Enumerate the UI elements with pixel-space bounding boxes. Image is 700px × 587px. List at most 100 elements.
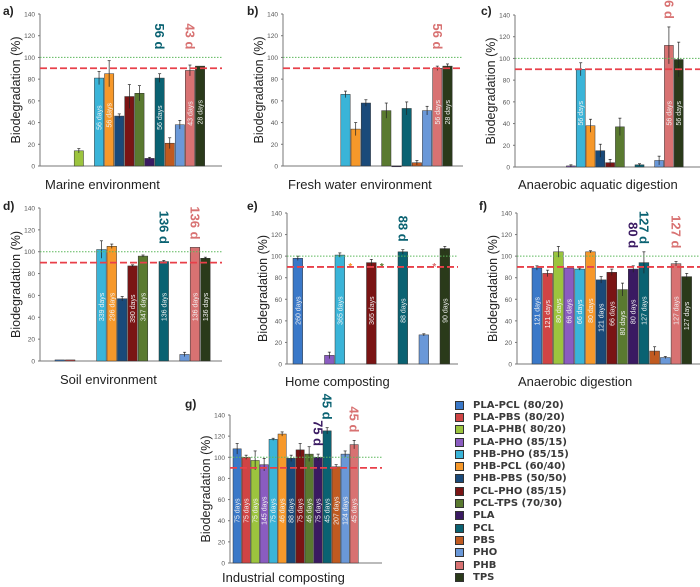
y-tick-label: 60 — [271, 98, 279, 105]
legend: PLA-PCL (80/20) PLA-PBS (80/20) PLA-PHB( 8… — [455, 399, 569, 583]
y-tick-label: 120 — [271, 232, 282, 239]
bar — [65, 359, 76, 362]
y-tick-label: 20 — [28, 142, 36, 149]
panel-title: Soil environment — [60, 372, 157, 387]
duration-annotation: 75 d — [311, 420, 326, 446]
data-label: 56 days — [107, 102, 114, 127]
data-label: 121 days — [545, 299, 552, 328]
y-axis-label: Biodegradation (%) — [252, 36, 266, 143]
data-label: 66 days — [567, 298, 574, 323]
duration-annotation: 80 d — [626, 222, 641, 248]
legend-label: TPS — [473, 571, 495, 583]
duration-annotation: 56 d — [661, 0, 676, 19]
y-tick-label: 80 — [218, 476, 226, 483]
panel-tag: f) — [479, 199, 487, 213]
data-label: 66 days — [609, 301, 616, 326]
bar — [144, 158, 155, 167]
data-label: 339 days — [99, 292, 106, 321]
y-tick-label: 20 — [271, 142, 279, 149]
y-tick-label: 20 — [218, 539, 226, 546]
y-tick-label: 60 — [503, 99, 511, 106]
duration-annotation: 88 d — [395, 216, 410, 242]
legend-label: PHB-PBS (50/50) — [473, 473, 567, 485]
y-tick-label: 100 — [24, 249, 35, 256]
data-label: 88 days — [289, 498, 296, 523]
y-tick-label: 140 — [24, 206, 35, 213]
panel-g: g) Industrial composting Biodegradation (%… — [185, 394, 382, 585]
data-label: 207 days — [334, 496, 341, 525]
y-tick-label: 40 — [505, 318, 513, 325]
y-tick-label: 60 — [505, 297, 513, 304]
legend-label: PLA-PHB( 80/20) — [473, 424, 567, 436]
legend-item: PHB-PHO (85/15) — [455, 448, 569, 460]
legend-label: PLA-PHO (85/15) — [473, 436, 567, 448]
data-label: 56 days — [578, 101, 585, 126]
data-label: 75 days — [235, 498, 242, 523]
y-tick-label: 100 — [267, 55, 278, 62]
data-label: 56 days — [157, 105, 164, 130]
bar — [563, 267, 575, 365]
y-axis-label: Biodegradation (%) — [9, 36, 23, 143]
y-tick-label: 100 — [271, 254, 282, 261]
data-label: 127 days — [674, 296, 681, 325]
y-axis-label: Biodegradation (%) — [484, 37, 498, 144]
y-tick-label: 40 — [28, 315, 36, 322]
legend-item: PCL — [455, 522, 569, 534]
bar — [322, 430, 332, 564]
data-label: 45 days — [325, 498, 332, 523]
legend-label: PBS — [473, 534, 496, 546]
duration-annotation: 127 d — [669, 215, 684, 248]
data-label: 124 days — [343, 496, 350, 525]
panel-e: e) Home composting Biodegradation (%) 0 20 40… — [247, 199, 458, 389]
data-label: 296 days — [109, 292, 116, 321]
legend-label: PHB-PCL (60/40) — [473, 461, 566, 473]
bar — [54, 359, 65, 362]
duration-annotation: 43 d — [182, 23, 197, 49]
data-label: 136 days — [192, 292, 199, 321]
y-tick-label: 0 — [508, 362, 512, 369]
data-label: 56 days — [666, 101, 673, 126]
legend-swatch — [455, 462, 464, 472]
bar — [381, 110, 392, 167]
legend-item: PLA-PBS (80/20) — [455, 411, 569, 423]
data-label: 365 days — [369, 296, 376, 325]
duration-annotation: 136 d — [156, 211, 171, 244]
y-tick-label: 80 — [28, 77, 36, 84]
bar — [73, 150, 84, 167]
bar — [195, 65, 205, 167]
y-tick-label: 80 — [275, 275, 283, 282]
y-tick-label: 80 — [271, 77, 279, 84]
data-label: 80 days — [556, 298, 563, 323]
y-tick-label: 80 — [28, 271, 36, 278]
panel-tag: e) — [247, 199, 258, 213]
panel-tag: d) — [3, 199, 14, 213]
y-tick-label: 0 — [278, 362, 282, 369]
y-tick-label: 140 — [24, 12, 35, 19]
duration-annotation: 45 d — [320, 394, 335, 420]
duration-annotation: 56 d — [152, 23, 167, 49]
bar — [117, 298, 128, 362]
legend-item: PHO — [455, 547, 569, 559]
panel-title: Industrial composting — [222, 570, 345, 585]
data-label: 75 days — [298, 498, 305, 523]
y-tick-label: 0 — [31, 359, 35, 366]
panel-b: b) Fresh water environment Biodegradation … — [247, 4, 463, 192]
legend-swatch — [455, 511, 464, 521]
data-label: 46 days — [307, 498, 314, 523]
legend-item: PLA-PHO (85/15) — [455, 436, 569, 448]
legend-label: PLA — [473, 510, 495, 522]
y-tick-label: 60 — [275, 297, 283, 304]
y-tick-label: 100 — [214, 455, 225, 462]
y-tick-label: 80 — [503, 78, 511, 85]
y-tick-label: 140 — [501, 211, 512, 218]
y-tick-label: 120 — [24, 227, 35, 234]
legend-label: PCL — [473, 522, 495, 534]
y-tick-label: 0 — [221, 561, 225, 568]
bar — [401, 108, 412, 167]
data-label: 136 days — [161, 292, 168, 321]
y-tick-label: 0 — [506, 165, 510, 172]
panel-title: Anaerobic aquatic digestion — [518, 177, 678, 192]
legend-label: PLA-PBS (80/20) — [473, 411, 565, 423]
y-tick-label: 120 — [501, 232, 512, 239]
legend-swatch — [455, 499, 464, 509]
